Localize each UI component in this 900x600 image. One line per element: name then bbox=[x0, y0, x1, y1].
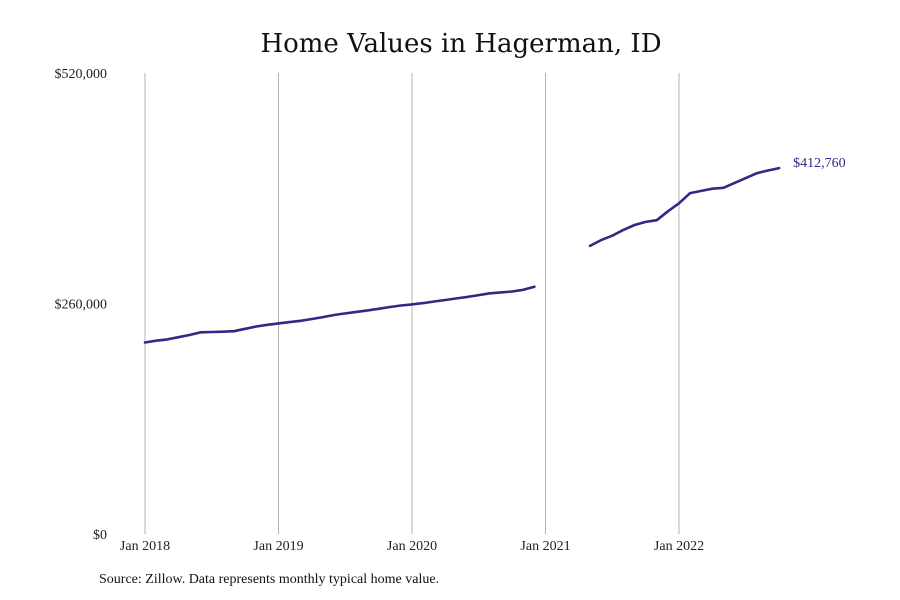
x-tick-label: Jan 2022 bbox=[654, 539, 704, 554]
source-note: Source: Zillow. Data represents monthly … bbox=[99, 572, 440, 587]
series-line-segment bbox=[588, 166, 781, 248]
x-tick-label: Jan 2021 bbox=[520, 539, 570, 554]
y-axis-ticks: $0 $260,000 $520,000 bbox=[55, 67, 108, 543]
x-tick-label: Jan 2019 bbox=[253, 539, 303, 554]
end-value-label: $412,760 bbox=[793, 156, 846, 171]
chart-title: Home Values in Hagerman, ID bbox=[260, 29, 661, 59]
y-tick-label: $520,000 bbox=[55, 67, 108, 82]
series-lines bbox=[143, 166, 781, 344]
series-line-segment bbox=[143, 285, 536, 344]
x-axis-ticks: Jan 2018 Jan 2019 Jan 2020 Jan 2021 Jan 2022 bbox=[120, 539, 704, 554]
y-tick-label: $260,000 bbox=[55, 298, 108, 313]
x-tick-label: Jan 2020 bbox=[387, 539, 437, 554]
y-tick-label: $0 bbox=[93, 528, 107, 543]
x-tick-label: Jan 2018 bbox=[120, 539, 170, 554]
